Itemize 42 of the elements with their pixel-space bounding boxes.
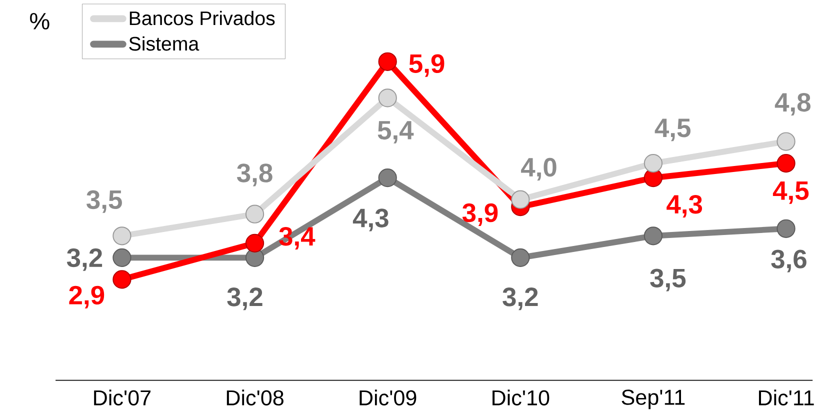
data-label: 4,0 <box>521 158 556 181</box>
point <box>644 226 663 246</box>
data-label: 3,8 <box>236 164 272 186</box>
point <box>776 132 796 152</box>
point <box>644 154 663 173</box>
data-label: 3,6 <box>771 250 806 272</box>
data-label: 2,9 <box>69 286 104 309</box>
data-label: 4,8 <box>774 93 810 116</box>
data-label: 3,2 <box>66 248 102 272</box>
point <box>378 168 397 188</box>
point <box>112 226 132 246</box>
x-tick-label: Dic'08 <box>226 390 284 406</box>
data-label: 4,3 <box>666 195 702 218</box>
legend-label: Bancos Privados <box>130 11 275 26</box>
data-label: 4,5 <box>772 182 809 204</box>
point <box>112 270 132 289</box>
point <box>245 205 264 224</box>
data-label: 5,4 <box>378 121 414 144</box>
y-axis-title: % <box>30 13 50 30</box>
data-label: 3,2 <box>227 288 262 310</box>
data-label: 5,9 <box>409 54 444 78</box>
point <box>776 154 796 173</box>
x-tick-label: Dic'09 <box>360 390 416 406</box>
point <box>378 88 397 108</box>
data-label: 3,5 <box>86 190 122 214</box>
data-label: 3,5 <box>650 268 686 292</box>
point <box>511 190 530 210</box>
data-label: 4,5 <box>654 119 690 142</box>
point <box>378 52 397 72</box>
x-tick-label: Sep'11 <box>622 390 685 410</box>
data-label: 4,3 <box>352 208 388 232</box>
legend-label: Sistema <box>129 36 200 51</box>
point <box>511 248 530 268</box>
data-label: 3,9 <box>462 204 498 226</box>
point <box>112 248 132 268</box>
point <box>245 234 264 253</box>
x-tick-label: Dic'07 <box>94 390 150 406</box>
point <box>776 220 796 238</box>
data-label: 3,2 <box>502 288 538 310</box>
x-tick-label: Dic'10 <box>492 390 550 406</box>
x-tick-label: Dic'11 <box>758 390 814 406</box>
data-label: 3,4 <box>279 227 316 250</box>
